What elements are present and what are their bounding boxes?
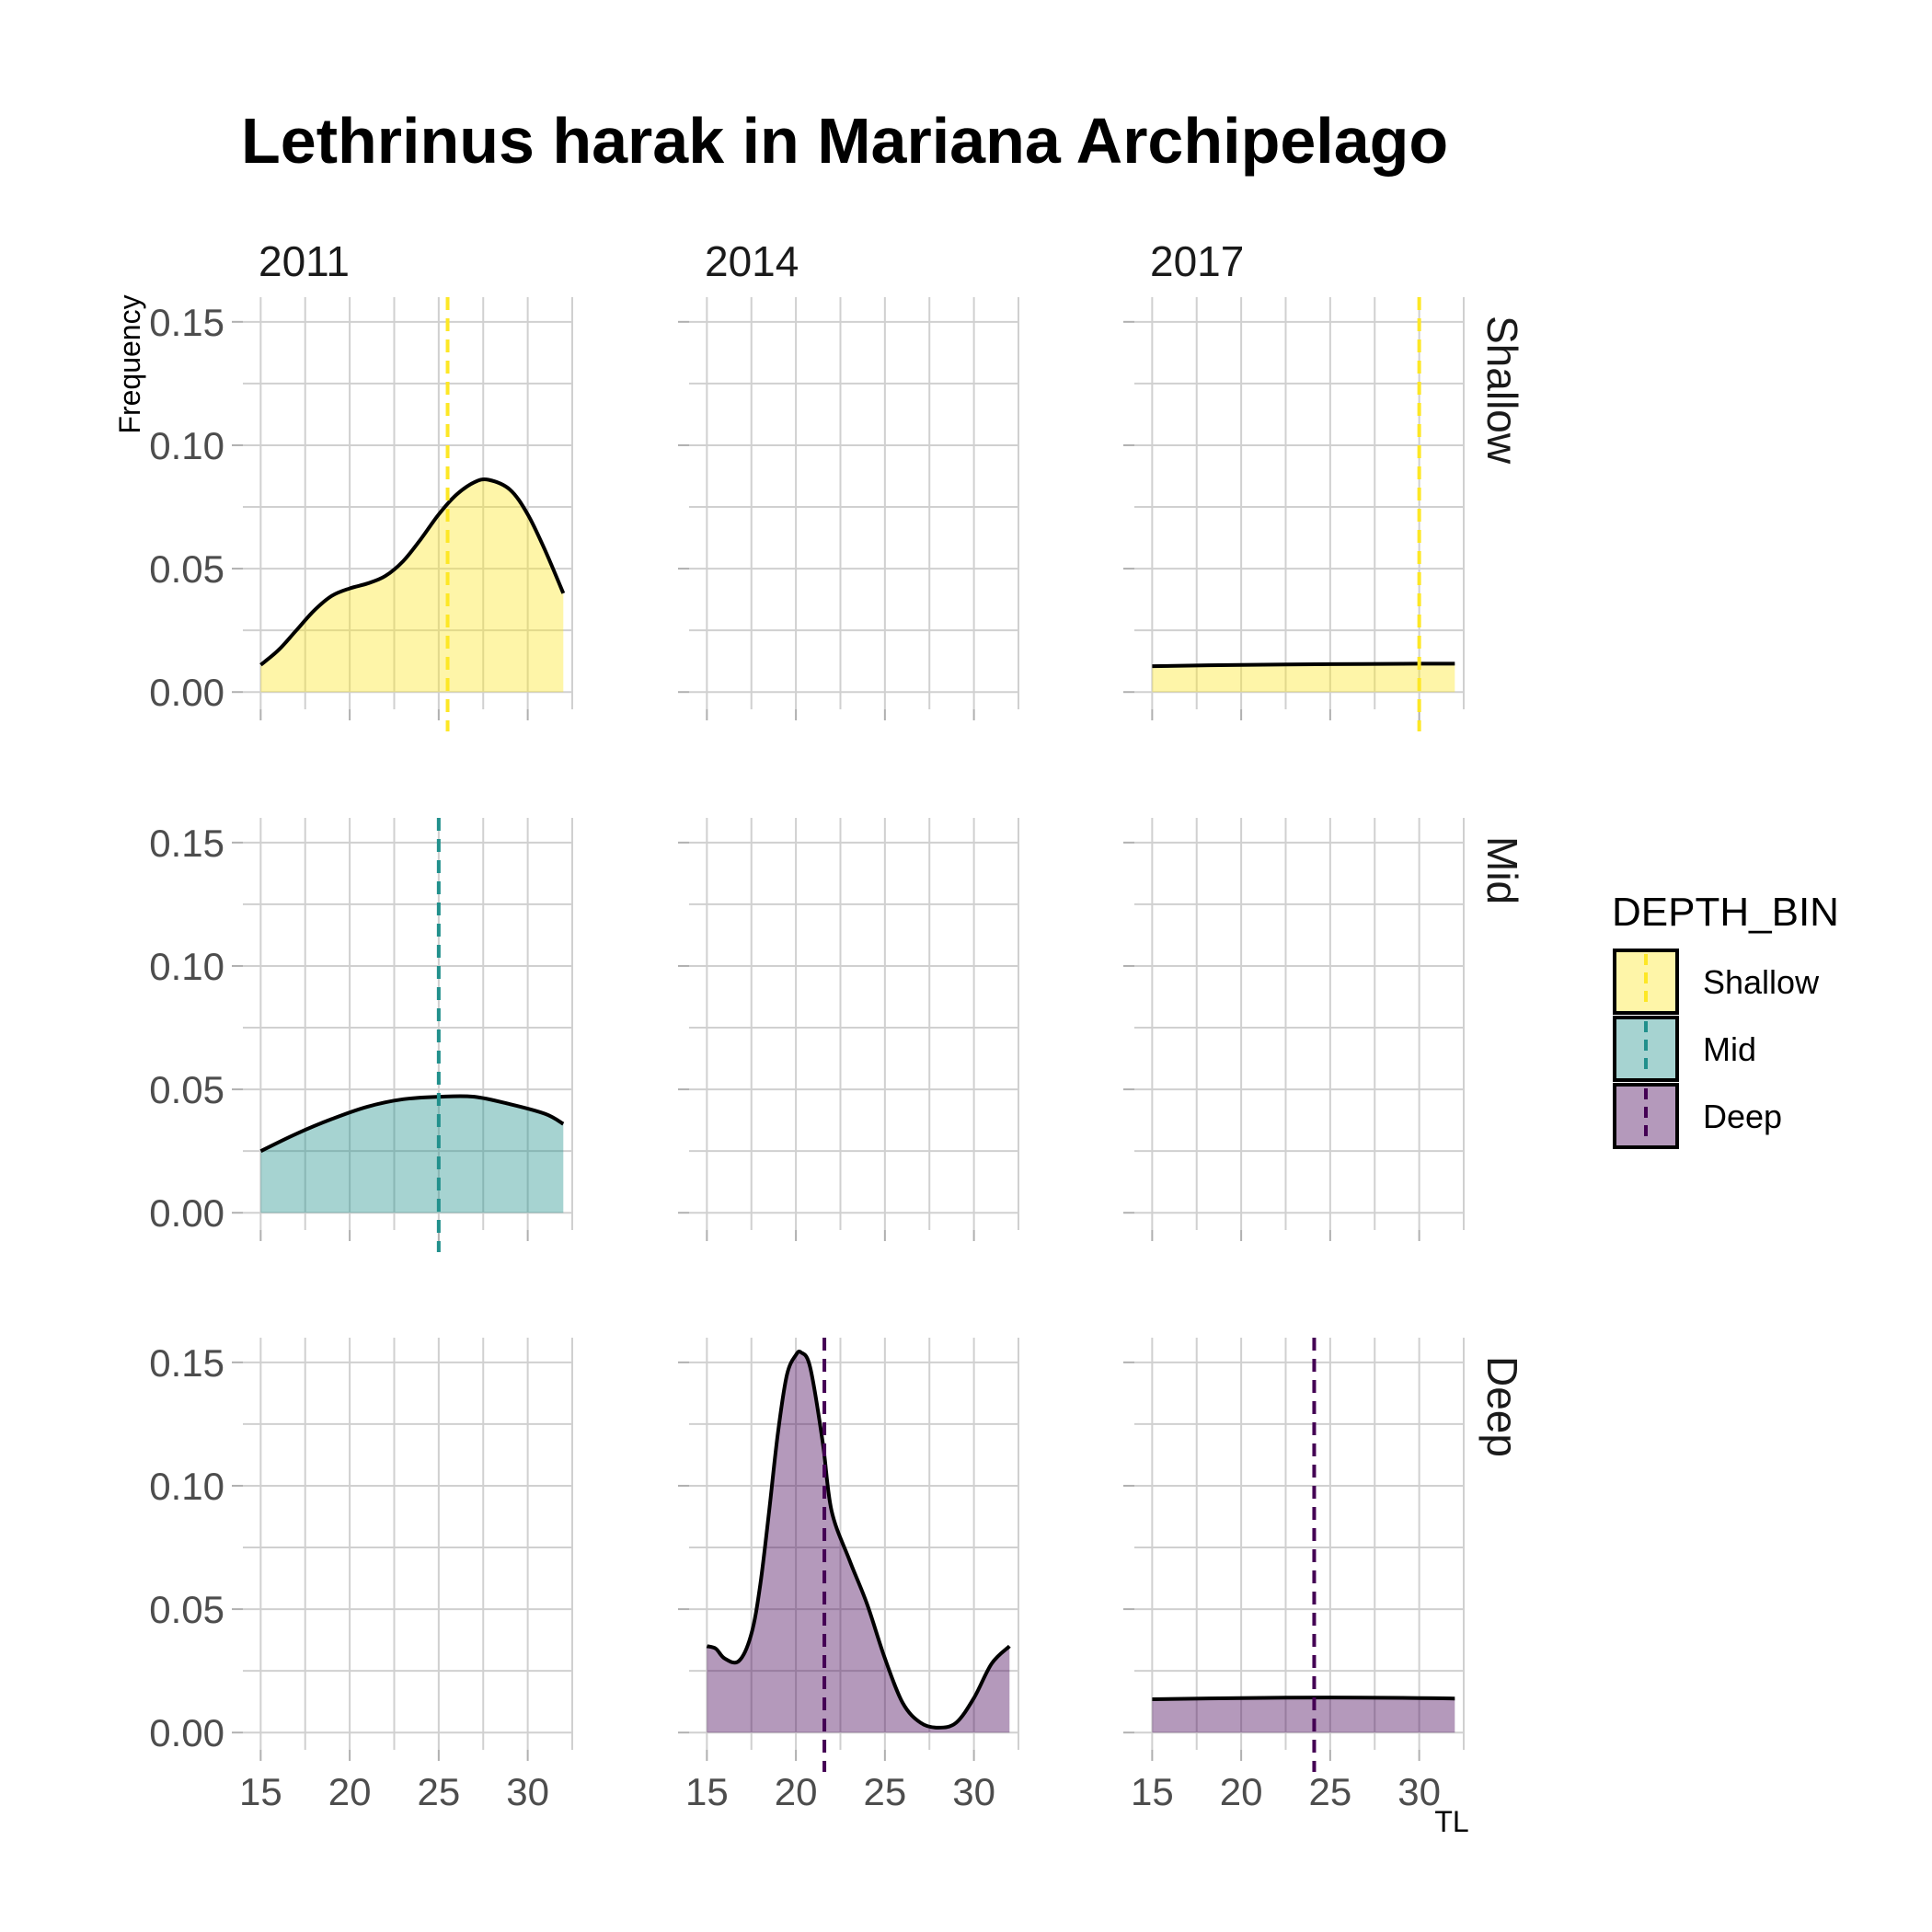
- facet-label-2011: 2011: [259, 237, 350, 285]
- density-area-shallow-2017: [1152, 663, 1455, 693]
- facet-label-deep: Deep: [1478, 1356, 1526, 1457]
- legend: DEPTH_BIN Shallow Mid Deep: [1612, 890, 1839, 1149]
- y-tick-label: 0.10: [149, 945, 224, 988]
- facet-label-mid: Mid: [1478, 836, 1526, 904]
- x-tick-label: 25: [864, 1770, 907, 1813]
- panel-shallow-2017: [1123, 297, 1465, 720]
- panel-mid-2017: [1123, 818, 1465, 1241]
- facet-label-2014: 2014: [705, 237, 799, 285]
- x-tick-label: 30: [506, 1770, 549, 1813]
- x-tick-label: 30: [952, 1770, 995, 1813]
- panel-deep-2011: 0.00 0.05 0.10 0.15 15 20 25 30: [149, 1338, 573, 1813]
- density-line-mid-2011: [259, 1094, 565, 1153]
- density-line-shallow-2017: [1152, 661, 1455, 669]
- y-tick-label: 0.00: [149, 671, 224, 714]
- x-tick-label: 15: [239, 1770, 282, 1813]
- y-tick-label: 0.05: [149, 1588, 224, 1631]
- y-tick-label: 0.15: [149, 301, 224, 344]
- density-area-mid-2011: [260, 1096, 564, 1213]
- x-tick-label: 30: [1397, 1770, 1441, 1813]
- facet-label-shallow: Shallow: [1478, 316, 1526, 465]
- chart-title: Lethrinus harak in Mariana Archipelago: [241, 105, 1448, 177]
- density-area-shallow-2011: [260, 478, 564, 693]
- x-tick-label: 15: [1131, 1770, 1174, 1813]
- y-tick-label: 0.05: [149, 547, 224, 591]
- y-tick-label: 0.10: [149, 1465, 224, 1508]
- y-tick-label: 0.00: [149, 1191, 224, 1235]
- x-tick-label: 20: [328, 1770, 372, 1813]
- panel-shallow-2011: 0.00 0.05 0.10 0.15: [149, 297, 573, 720]
- y-tick-label: 0.10: [149, 424, 224, 467]
- y-tick-label: 0.00: [149, 1711, 224, 1754]
- panel-shallow-2014: [678, 297, 1019, 720]
- density-line-deep-2014: [706, 1349, 1011, 1730]
- y-tick-label: 0.15: [149, 822, 224, 865]
- y-tick-label: 0.15: [149, 1341, 224, 1385]
- x-tick-label: 25: [1309, 1770, 1352, 1813]
- legend-label-shallow: Shallow: [1703, 963, 1820, 1001]
- legend-label-deep: Deep: [1703, 1098, 1782, 1135]
- legend-title: DEPTH_BIN: [1612, 890, 1839, 935]
- x-tick-label: 20: [1220, 1770, 1263, 1813]
- panel-deep-2014: 15 20 25 30: [678, 1338, 1019, 1813]
- facet-label-2017: 2017: [1150, 237, 1244, 285]
- x-tick-label: 20: [775, 1770, 818, 1813]
- panel-mid-2014: [678, 818, 1019, 1241]
- panel-mid-2011: 0.00 0.05 0.10 0.15: [149, 818, 573, 1241]
- facet-panels: 0.00 0.05 0.10 0.15 0.00 0.05 0.10 0.15 0.00 0.05…: [149, 237, 1526, 1813]
- legend-label-mid: Mid: [1703, 1030, 1756, 1068]
- y-tick-label: 0.05: [149, 1068, 224, 1111]
- density-area-deep-2017: [1152, 1697, 1455, 1733]
- panel-deep-2017: 15 20 25 30: [1123, 1338, 1465, 1813]
- density-line-deep-2017: [1152, 1696, 1455, 1701]
- x-tick-label: 15: [685, 1770, 729, 1813]
- x-tick-label: 25: [418, 1770, 461, 1813]
- y-axis-label: Frequency: [113, 294, 146, 433]
- density-area-deep-2014: [707, 1351, 1010, 1733]
- x-axis-label: TL: [1434, 1805, 1468, 1838]
- density-line-shallow-2011: [259, 477, 566, 667]
